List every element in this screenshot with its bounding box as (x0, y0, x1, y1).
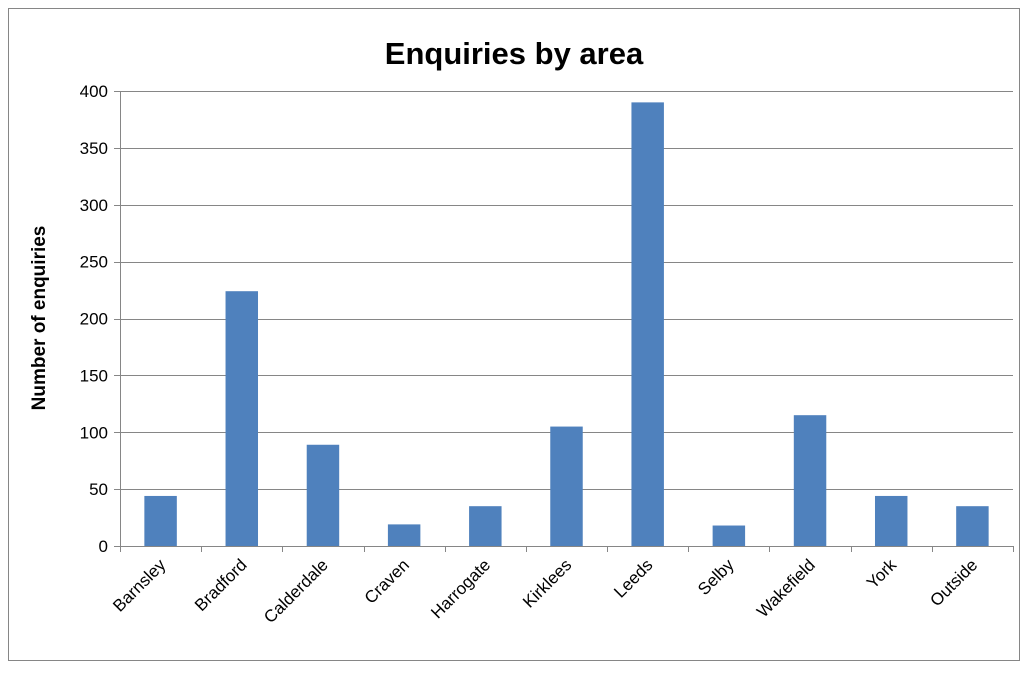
bar-kirklees (550, 426, 583, 546)
y-tick-label: 400 (80, 82, 108, 101)
y-axis-ticks: 0 50 100 150 200 250 300 350 400 (80, 82, 120, 556)
bar-leeds (631, 102, 664, 546)
y-tick-label: 300 (80, 196, 108, 215)
y-tick-label: 150 (80, 366, 108, 385)
y-tick-label: 0 (99, 537, 108, 556)
y-axis-label: Number of enquiries (29, 226, 50, 411)
bar-selby (712, 525, 746, 546)
bars (144, 102, 989, 546)
y-tick-label: 50 (89, 480, 108, 499)
bar-bradford (225, 291, 259, 546)
bar-harrogate (469, 506, 502, 546)
axes (120, 91, 1013, 547)
bar-calderdale (306, 444, 340, 546)
y-tick-label: 250 (80, 253, 108, 272)
bar-wakefield (793, 415, 827, 546)
chart-title: Enquiries by area (385, 36, 644, 71)
gridlines (120, 91, 1013, 490)
y-tick-label: 350 (80, 139, 108, 158)
bar-york (874, 495, 908, 546)
bar-outside (956, 506, 989, 546)
bar-barnsley (144, 495, 177, 546)
y-tick-label: 100 (80, 423, 108, 442)
y-tick-label: 200 (80, 310, 108, 329)
bar-craven (387, 524, 421, 546)
